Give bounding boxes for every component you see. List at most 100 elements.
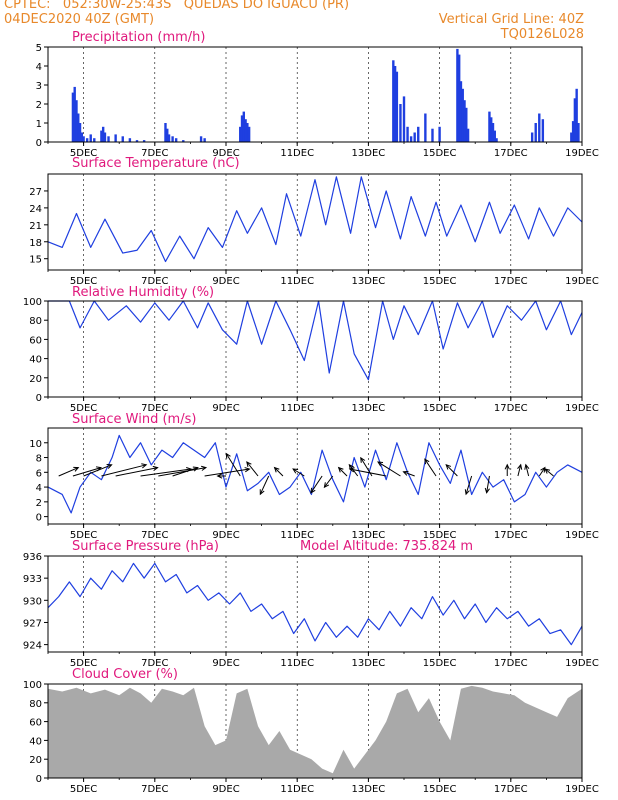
wind-vector: [246, 461, 259, 477]
y-tick-label: 20: [29, 374, 42, 385]
precip-bar: [93, 138, 96, 142]
x-tick-label: 7DEC: [141, 403, 168, 414]
wind-vector: [486, 475, 490, 493]
panel-pressure: 924 927 930 933 936 5DEC 7DEC 9DEC 11DEC 13DEC 15D…: [23, 552, 599, 669]
wind-vector-head: [152, 465, 159, 472]
panel-title-wind: Surface Wind (m/s): [72, 412, 196, 427]
precip-bar: [246, 123, 249, 142]
wind-vector-head: [141, 463, 148, 469]
wind-vector: [538, 467, 546, 477]
precip-bar: [571, 121, 575, 142]
precip-bar: [465, 107, 468, 142]
y-tick-label: 0: [36, 513, 42, 524]
wind-vector-head: [106, 463, 113, 469]
precip-bar: [534, 123, 537, 142]
wind-vector-head: [540, 466, 546, 473]
wind-vector-head: [259, 489, 265, 496]
wind-vector-head: [360, 456, 366, 463]
panel-frame: [47, 555, 583, 653]
wind-vector: [348, 464, 359, 477]
precip-bar: [167, 134, 171, 142]
precip-bar: [493, 130, 496, 142]
precip-bar: [538, 113, 541, 142]
y-tick-label: 18: [29, 238, 42, 249]
wind-vector: [465, 475, 473, 495]
wind-vector: [158, 467, 207, 477]
wind-vector: [292, 468, 305, 477]
wind-vector-head: [504, 463, 510, 470]
wind-vector-head: [464, 489, 470, 496]
x-tick-label: 5DEC: [70, 784, 97, 795]
series-line-temperature: [47, 176, 583, 263]
x-tick-label: 15DEC: [423, 530, 457, 541]
precip-bar: [456, 48, 459, 142]
panel-frame: [47, 300, 583, 398]
panel-temperature: 15 18 21 24 27 5DEC 7DEC 9DEC 11DEC 13DEC 15DEC 17D…: [29, 173, 599, 287]
precip-bar: [73, 86, 76, 142]
y-tick-label: 924: [23, 641, 42, 652]
panel-subtitle-altitude: Model Altitude: 735.824 m: [300, 539, 473, 554]
wind-vector-head: [348, 463, 354, 470]
wind-vector-head: [192, 466, 199, 472]
x-tick-label: 7DEC: [141, 784, 168, 795]
y-tick-label: 2: [36, 498, 42, 509]
precip-bar: [103, 132, 107, 142]
precip-bar: [495, 138, 498, 142]
wind-vector: [424, 458, 437, 477]
precip-bar: [417, 126, 420, 142]
precip-bar: [121, 136, 124, 142]
x-tick-label: 9DEC: [212, 530, 239, 541]
x-tick-label: 7DEC: [141, 658, 168, 669]
y-tick-label: 60: [29, 718, 42, 729]
x-tick-label: 19DEC: [565, 276, 599, 287]
y-tick-label: 3: [36, 81, 42, 92]
wind-vector-head: [445, 463, 452, 470]
precip-bar: [424, 113, 427, 142]
precip-bar: [85, 138, 89, 142]
wind-vector-head: [201, 465, 208, 471]
precip-bar: [199, 136, 203, 142]
panel-frame: [47, 173, 583, 271]
precip-bar: [459, 81, 463, 142]
x-tick-label: 17DEC: [494, 148, 528, 159]
wind-vector: [323, 475, 334, 488]
y-tick-label: 21: [29, 221, 42, 232]
panel-humidity: 0 20 40 60 80 100 5DEC 7DEC 9DEC 11DEC 13DEC 15DEC 1…: [23, 297, 599, 414]
y-tick-label: 10: [29, 439, 42, 450]
precip-bar: [577, 123, 580, 142]
x-tick-label: 17DEC: [494, 403, 528, 414]
y-tick-label: 933: [23, 574, 42, 585]
precip-bar: [100, 130, 103, 142]
panel-title-cloud: Cloud Cover (%): [72, 667, 178, 682]
precip-bar: [89, 134, 92, 142]
precip-bar: [461, 88, 464, 142]
y-tick-label: 0: [36, 393, 42, 404]
wind-vector-head: [377, 461, 384, 467]
precip-bar: [166, 128, 169, 142]
y-tick-label: 40: [29, 736, 42, 747]
x-tick-label: 9DEC: [212, 658, 239, 669]
header-station: CPTEC: 052:30W-25:43S QUEDAS DO IGUACU (…: [4, 0, 350, 12]
panel-title-pressure: Surface Pressure (hPa): [72, 539, 219, 554]
wind-vector: [225, 453, 241, 477]
precip-bar: [413, 132, 416, 142]
precip-bar: [575, 88, 578, 142]
x-tick-label: 15DEC: [423, 658, 457, 669]
wind-vector-head: [73, 466, 80, 472]
x-tick-label: 19DEC: [565, 148, 599, 159]
wind-vector-head: [517, 463, 523, 470]
precip-bar: [182, 140, 185, 142]
wind-vector-head: [225, 452, 231, 459]
wind-vector: [204, 468, 250, 477]
wind-vector: [377, 461, 401, 477]
y-tick-label: 0: [36, 138, 42, 149]
x-tick-label: 13DEC: [352, 276, 386, 287]
precip-bar: [247, 126, 251, 142]
x-tick-label: 13DEC: [352, 530, 386, 541]
series-line-pressure: [47, 562, 583, 646]
y-tick-label: 60: [29, 335, 42, 346]
y-tick-label: 936: [23, 552, 42, 563]
wind-vector: [172, 467, 198, 477]
y-tick-label: 100: [23, 680, 42, 691]
